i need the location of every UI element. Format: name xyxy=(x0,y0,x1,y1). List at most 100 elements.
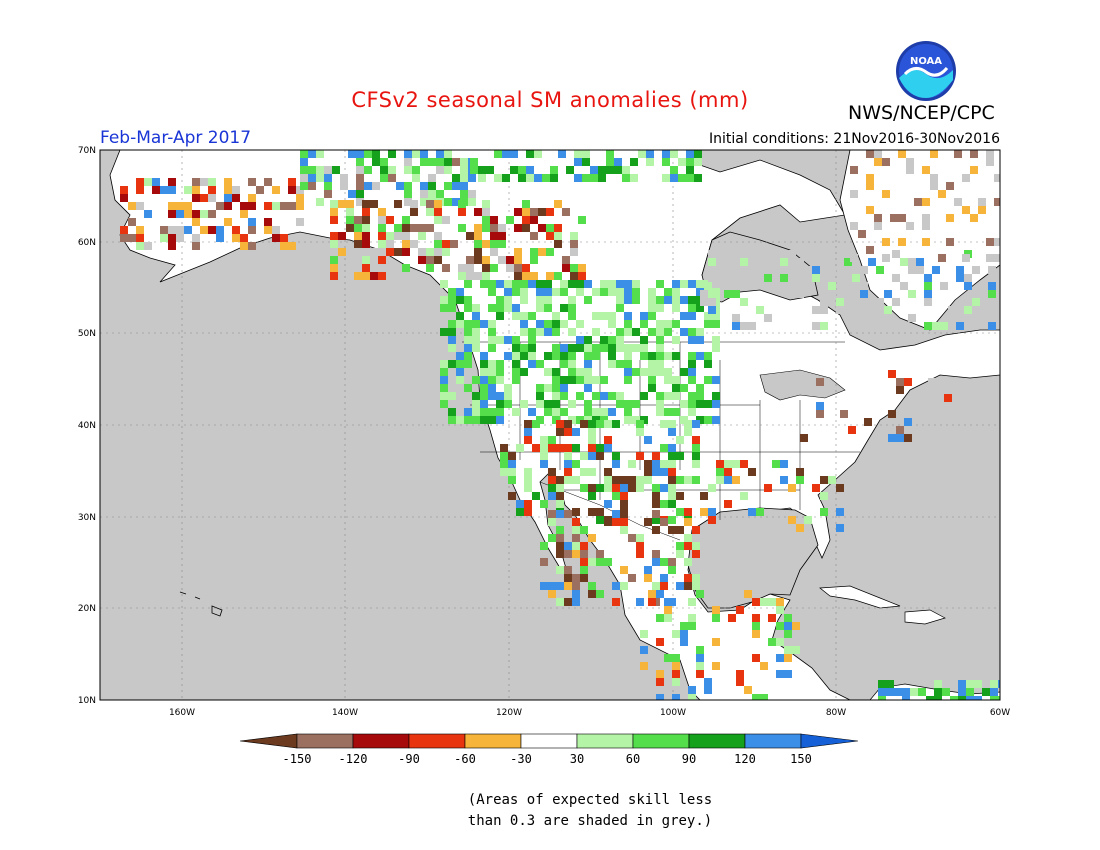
anomaly-cell xyxy=(554,232,562,240)
anomaly-cell xyxy=(572,518,580,526)
anomaly-cell xyxy=(788,250,796,258)
anomaly-cell xyxy=(604,476,612,484)
anomaly-cell xyxy=(404,182,412,190)
anomaly-cell xyxy=(604,468,612,476)
anomaly-cell xyxy=(678,174,686,182)
anomaly-cell xyxy=(652,526,660,534)
anomaly-cell xyxy=(464,280,472,288)
anomaly-cell xyxy=(680,280,688,288)
anomaly-cell xyxy=(440,368,448,376)
anomaly-cell xyxy=(550,174,558,182)
anomaly-cell xyxy=(572,582,580,590)
anomaly-cell xyxy=(632,368,640,376)
anomaly-cell xyxy=(168,242,176,250)
anomaly-cell xyxy=(434,216,442,224)
anomaly-cell xyxy=(652,460,660,468)
latitude-labels: 70N 60N 50N 40N 30N 20N 10N xyxy=(78,146,96,706)
anomaly-cell xyxy=(712,288,720,296)
anomaly-cell xyxy=(668,516,676,524)
anomaly-cell xyxy=(796,476,804,484)
anomaly-cell xyxy=(752,694,760,700)
anomaly-cell xyxy=(672,408,680,416)
anomaly-cell xyxy=(372,150,380,158)
anomaly-cell xyxy=(748,250,756,258)
anomaly-cell xyxy=(496,336,504,344)
anomaly-cell xyxy=(612,460,620,468)
anomaly-cell xyxy=(656,392,664,400)
anomaly-cell xyxy=(648,296,656,304)
anomaly-cell xyxy=(616,304,624,312)
anomaly-cell xyxy=(664,328,672,336)
anomaly-cell xyxy=(496,416,504,424)
anomaly-cell xyxy=(340,182,348,190)
anomaly-cell xyxy=(512,312,520,320)
anomaly-cell xyxy=(708,298,716,306)
anomaly-cell xyxy=(608,320,616,328)
anomaly-cell xyxy=(394,200,402,208)
anomaly-cell xyxy=(660,558,668,566)
anomaly-cell xyxy=(660,574,668,582)
anomaly-cell xyxy=(144,178,152,186)
anomaly-cell xyxy=(588,582,596,590)
anomaly-cell xyxy=(624,344,632,352)
anomaly-cell xyxy=(688,352,696,360)
anomaly-cell xyxy=(536,296,544,304)
anomaly-cell xyxy=(636,542,644,550)
anomaly-cell xyxy=(646,150,654,158)
anomaly-cell xyxy=(596,452,604,460)
anomaly-cell xyxy=(652,582,660,590)
anomaly-cell xyxy=(508,460,516,468)
anomaly-cell xyxy=(444,158,452,166)
anomaly-cell xyxy=(888,434,896,442)
anomaly-cell xyxy=(576,288,584,296)
anomaly-cell xyxy=(464,304,472,312)
anomaly-cell xyxy=(578,264,586,272)
anomaly-cell xyxy=(688,376,696,384)
anomaly-cell xyxy=(192,242,200,250)
anomaly-cell xyxy=(644,436,652,444)
anomaly-cell xyxy=(796,468,804,476)
anomaly-cell xyxy=(388,166,396,174)
anomaly-cell xyxy=(488,328,496,336)
anomaly-cell xyxy=(288,242,296,250)
anomaly-cell xyxy=(850,190,858,198)
anomaly-cell xyxy=(922,198,930,206)
anomaly-cell xyxy=(776,598,784,606)
anomaly-cell xyxy=(120,194,128,202)
anomaly-cell xyxy=(828,282,836,290)
anomaly-cell xyxy=(820,322,828,330)
anomaly-cell xyxy=(556,428,564,436)
anomaly-cell xyxy=(472,304,480,312)
anomaly-cell xyxy=(428,174,436,182)
anomaly-cell xyxy=(520,352,528,360)
anomaly-cell xyxy=(404,150,412,158)
anomaly-cell xyxy=(404,158,412,166)
anomaly-cell xyxy=(956,322,964,330)
anomaly-cell xyxy=(600,408,608,416)
anomaly-cell xyxy=(482,208,490,216)
anomaly-cell xyxy=(440,376,448,384)
anomaly-cell xyxy=(760,694,768,700)
anomaly-cell xyxy=(160,226,168,234)
anomaly-cell xyxy=(622,166,630,174)
anomaly-cell xyxy=(672,662,680,670)
anomaly-cell xyxy=(404,198,412,206)
anomaly-cell xyxy=(668,452,676,460)
anomaly-cell xyxy=(640,320,648,328)
anomaly-cell xyxy=(670,150,678,158)
anomaly-cell xyxy=(478,174,486,182)
anomaly-cell xyxy=(964,282,972,290)
anomaly-cell xyxy=(688,368,696,376)
anomaly-cell xyxy=(688,296,696,304)
anomaly-cell xyxy=(556,566,564,574)
anomaly-cell xyxy=(540,500,548,508)
anomaly-cell xyxy=(990,696,998,700)
anomaly-cell xyxy=(664,392,672,400)
anomaly-cell xyxy=(596,516,604,524)
anomaly-cell xyxy=(410,224,418,232)
anomaly-cell xyxy=(200,210,208,218)
anomaly-cell xyxy=(724,500,732,508)
anomaly-cell xyxy=(580,526,588,534)
anomaly-cell xyxy=(592,328,600,336)
anomaly-cell xyxy=(724,258,732,266)
